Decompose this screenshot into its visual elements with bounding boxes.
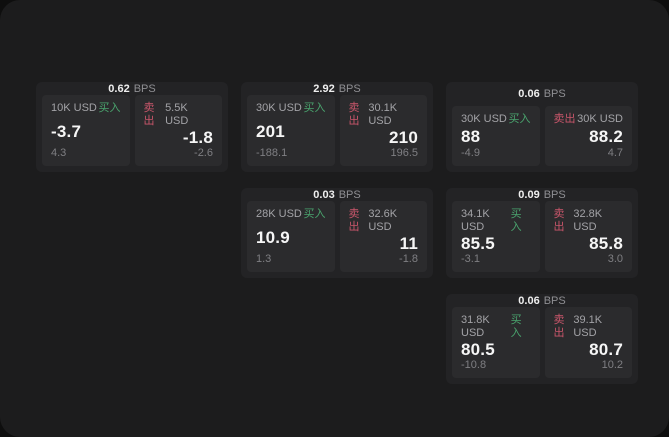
buy-price: 201 [256,121,285,141]
sell-amount: 32.6K USD [368,208,398,233]
buy-price: 85.5 [461,234,495,253]
sell-price: 88.2 [589,127,623,146]
spread-value: 0.06 [518,88,540,100]
buy-tile[interactable]: 31.8K USD 买入 80.5 -10.8 [452,307,540,378]
buy-change: -10.8 [461,359,487,371]
sell-change: -2.6 [194,147,213,159]
sell-tile[interactable]: 卖出 32.8K USD 85.8 3.0 [544,201,632,272]
quote-tiles: 30K USD 买入 201 -188.1 卖出 30.1K USD 210 1… [241,95,433,172]
buy-tile[interactable]: 30K USD 买入 201 -188.1 [247,95,335,166]
sell-button[interactable]: 卖出 [553,208,565,233]
quote-card: 2.92 BPS 30K USD 买入 201 -188.1 卖出 30.1K … [241,82,433,172]
spread-value: 0.03 [313,188,335,201]
sell-tile[interactable]: 卖出 39.1K USD 80.7 10.2 [544,307,632,378]
quote-card: 0.09 BPS 34.1K USD 买入 85.5 -3.1 卖出 32.8K… [446,188,638,278]
spread-unit: BPS [543,294,566,307]
sell-price: 210 [389,128,418,147]
spread-unit: BPS [338,188,361,201]
buy-amount: 28K USD [256,208,302,220]
buy-tile[interactable]: 28K USD 买入 10.9 1.3 [247,201,335,272]
quote-tiles: 28K USD 买入 10.9 1.3 卖出 32.6K USD 11 -1.8 [241,201,433,278]
sell-change: 3.0 [607,253,623,265]
buy-tile[interactable]: 30K USD 买入 88 -4.9 [452,106,540,166]
quote-tiles: 31.8K USD 买入 80.5 -10.8 卖出 39.1K USD 80.… [446,307,638,384]
sell-tile[interactable]: 卖出 32.6K USD 11 -1.8 [339,201,427,272]
spread-value: 0.06 [518,294,540,307]
sell-button[interactable]: 卖出 [348,102,360,127]
quote-card: 0.62 BPS 10K USD 买入 -3.7 4.3 卖出 5.5K USD… [36,82,228,172]
sell-amount: 32.8K USD [573,208,603,233]
sell-amount: 39.1K USD [573,314,603,339]
buy-tile[interactable]: 34.1K USD 买入 85.5 -3.1 [452,201,540,272]
spread-header: 0.06 BPS [446,294,638,307]
sell-amount: 5.5K USD [165,102,189,127]
spread-value: 0.09 [518,188,540,201]
buy-price: 80.5 [461,340,495,359]
buy-tile[interactable]: 10K USD 买入 -3.7 4.3 [42,95,130,166]
sell-amount: 30K USD [577,113,623,125]
sell-price: -1.8 [182,128,213,147]
quote-grid: 0.62 BPS 10K USD 买入 -3.7 4.3 卖出 5.5K USD… [36,82,638,384]
spread-unit: BPS [543,188,566,201]
spread-header: 0.06 BPS [446,82,638,106]
sell-button[interactable]: 卖出 [348,208,360,233]
spread-unit: BPS [133,82,156,95]
buy-change: -4.9 [461,147,480,159]
buy-button[interactable]: 买入 [303,208,326,220]
buy-change: 1.3 [256,253,272,265]
sell-button[interactable]: 卖出 [143,102,155,127]
sell-price: 85.8 [589,234,623,253]
spread-value: 0.62 [108,82,130,95]
buy-button[interactable]: 买入 [98,102,121,114]
buy-button[interactable]: 买入 [303,102,326,114]
buy-button[interactable]: 买入 [508,113,531,125]
sell-tile[interactable]: 卖出 30K USD 88.2 4.7 [544,106,632,166]
buy-change: -188.1 [256,147,288,159]
spread-header: 2.92 BPS [241,82,433,95]
buy-change: -3.1 [461,253,480,265]
quote-card: 0.06 BPS 30K USD 买入 88 -4.9 卖出 30K USD 8… [446,82,638,172]
quote-card: 0.03 BPS 28K USD 买入 10.9 1.3 卖出 32.6K US… [241,188,433,278]
buy-amount: 30K USD [461,113,507,125]
sell-button[interactable]: 卖出 [553,113,576,125]
sell-change: 10.2 [601,359,623,371]
spread-unit: BPS [338,82,361,95]
buy-amount: 34.1K USD [461,208,490,233]
sell-tile[interactable]: 卖出 30.1K USD 210 196.5 [339,95,427,166]
quote-card: 0.06 BPS 31.8K USD 买入 80.5 -10.8 卖出 39.1… [446,294,638,384]
spread-header: 0.09 BPS [446,188,638,201]
spread-unit: BPS [543,88,566,100]
buy-amount: 31.8K USD [461,314,490,339]
sell-change: 4.7 [607,147,623,159]
buy-change: 4.3 [51,147,67,159]
buy-button[interactable]: 买入 [510,314,522,339]
sell-change: -1.8 [399,253,418,265]
sell-price: 11 [399,234,418,253]
buy-price: -3.7 [51,121,82,141]
sell-amount: 30.1K USD [368,102,398,127]
quote-tiles: 34.1K USD 买入 85.5 -3.1 卖出 32.8K USD 85.8… [446,201,638,278]
sell-price: 80.7 [589,340,623,359]
buy-price: 88 [461,127,481,146]
buy-price: 10.9 [256,227,290,247]
sell-change: 196.5 [390,147,418,159]
spread-header: 0.62 BPS [36,82,228,95]
buy-button[interactable]: 买入 [510,208,522,233]
spread-value: 2.92 [313,82,335,95]
quote-tiles: 30K USD 买入 88 -4.9 卖出 30K USD 88.2 4.7 [446,106,638,172]
buy-amount: 10K USD [51,102,97,114]
buy-amount: 30K USD [256,102,302,114]
spread-header: 0.03 BPS [241,188,433,201]
sell-button[interactable]: 卖出 [553,314,565,339]
sell-tile[interactable]: 卖出 5.5K USD -1.8 -2.6 [134,95,222,166]
quote-tiles: 10K USD 买入 -3.7 4.3 卖出 5.5K USD -1.8 -2.… [36,95,228,172]
